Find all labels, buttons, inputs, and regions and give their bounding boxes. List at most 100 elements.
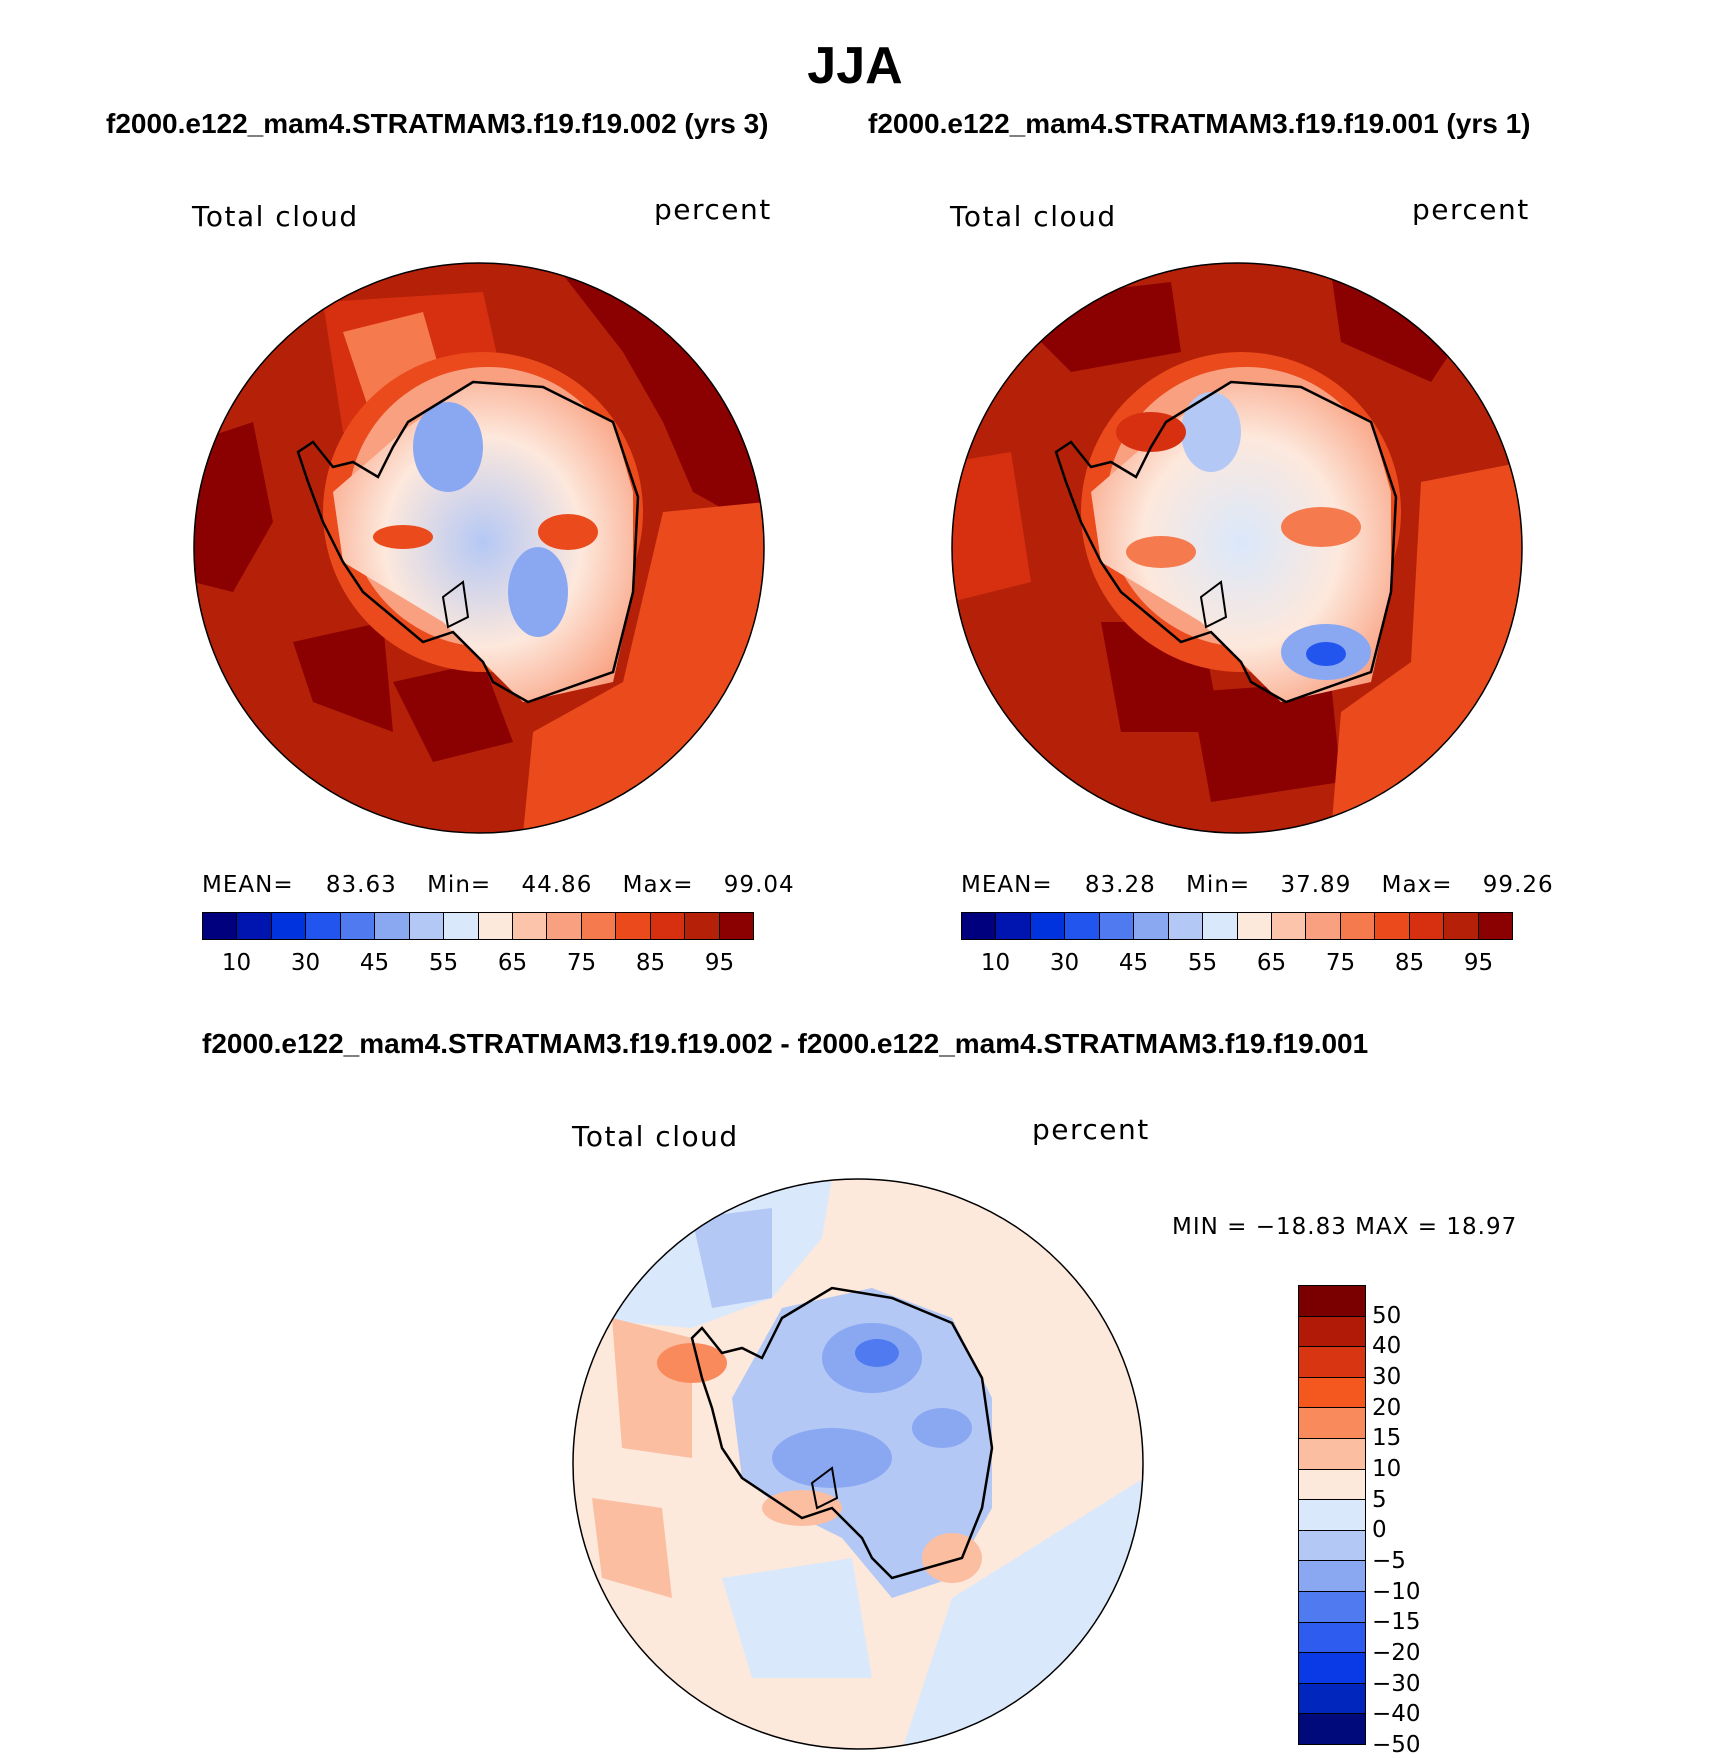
colorbar-swatch	[1340, 913, 1376, 939]
panel1-colorbar-ticks: 10 30 45 55 65 75 85 95	[202, 950, 754, 980]
colorbar-swatch	[1478, 913, 1512, 939]
panel2-map	[951, 262, 1523, 834]
panel2-colorbar	[961, 912, 1513, 940]
colorbar-swatch	[1306, 913, 1341, 939]
colorbar-swatch	[1168, 913, 1204, 939]
colorbar-swatch	[271, 913, 307, 939]
colorbar-swatch	[1203, 913, 1238, 939]
colorbar-swatch	[444, 913, 479, 939]
colorbar-tick-label: 55	[1187, 950, 1218, 976]
colorbar-tick-label: 30	[1049, 950, 1080, 976]
colorbar-tick-label: 50	[1372, 1302, 1402, 1329]
colorbar-tick-label: 30	[290, 950, 321, 976]
colorbar-swatch	[1299, 1683, 1365, 1715]
colorbar-swatch	[581, 913, 617, 939]
colorbar-tick-label: −15	[1372, 1609, 1421, 1636]
colorbar-tick-label: 0	[1372, 1517, 1387, 1544]
panel2-min-value: 37.89	[1280, 872, 1352, 898]
colorbar-swatch	[1299, 1714, 1365, 1744]
colorbar-tick-label: 40	[1372, 1333, 1402, 1360]
panel2-stats: MEAN= 83.28 Min= 37.89 Max= 99.26	[961, 872, 1554, 898]
colorbar-swatch	[237, 913, 272, 939]
panel1-units-label: percent	[654, 193, 772, 226]
panel2-variable-label: Total cloud	[950, 200, 1117, 233]
colorbar-swatch	[1299, 1377, 1365, 1409]
panel1-variable-label: Total cloud	[192, 200, 359, 233]
colorbar-tick-label: −50	[1372, 1732, 1421, 1758]
panel3-units-label: percent	[1032, 1113, 1150, 1146]
colorbar-swatch	[306, 913, 341, 939]
colorbar-swatch	[1237, 913, 1272, 939]
colorbar-swatch	[1065, 913, 1100, 939]
panel2-min-label: Min=	[1186, 872, 1251, 898]
colorbar-swatch	[409, 913, 445, 939]
colorbar-swatch	[375, 913, 410, 939]
colorbar-swatch	[203, 913, 238, 939]
colorbar-tick-label: 20	[1372, 1394, 1402, 1421]
colorbar-swatch	[1444, 913, 1479, 939]
colorbar-tick-label: −30	[1372, 1670, 1421, 1697]
colorbar-tick-label: 5	[1372, 1486, 1387, 1513]
colorbar-tick-label: 10	[980, 950, 1011, 976]
colorbar-swatch	[1299, 1408, 1365, 1439]
colorbar-tick-label: 10	[1372, 1456, 1402, 1482]
colorbar-swatch	[547, 913, 582, 939]
colorbar-swatch	[1299, 1347, 1365, 1378]
colorbar-swatch	[512, 913, 548, 939]
colorbar-swatch	[1375, 913, 1410, 939]
panel3-variable-label: Total cloud	[572, 1120, 739, 1153]
colorbar-swatch	[719, 913, 753, 939]
colorbar-swatch	[1299, 1286, 1365, 1317]
colorbar-tick-label: 85	[1394, 950, 1425, 976]
colorbar-tick-label: 55	[428, 950, 459, 976]
colorbar-tick-label: 45	[359, 950, 390, 976]
colorbar-swatch	[1099, 913, 1135, 939]
colorbar-swatch	[1299, 1438, 1365, 1470]
colorbar-tick-label: 95	[1463, 950, 1494, 976]
colorbar-tick-label: 10	[221, 950, 252, 976]
colorbar-swatch	[650, 913, 686, 939]
panel3-colorbar	[1298, 1285, 1366, 1745]
colorbar-swatch	[1299, 1653, 1365, 1684]
colorbar-swatch	[478, 913, 513, 939]
panel1-colorbar	[202, 912, 754, 940]
page-title: JJA	[807, 37, 903, 95]
colorbar-swatch	[1271, 913, 1307, 939]
colorbar-tick-label: −40	[1372, 1701, 1421, 1728]
colorbar-swatch	[1299, 1530, 1365, 1562]
panel1-min-value: 44.86	[521, 872, 593, 898]
panel1-mean-label: MEAN=	[202, 872, 294, 898]
colorbar-swatch	[1299, 1561, 1365, 1592]
colorbar-swatch	[962, 913, 997, 939]
colorbar-tick-label: 75	[1325, 950, 1356, 976]
colorbar-swatch	[1299, 1591, 1365, 1623]
panel1-stats: MEAN= 83.63 Min= 44.86 Max= 99.04	[202, 872, 795, 898]
colorbar-tick-label: 15	[1372, 1425, 1402, 1452]
colorbar-swatch	[1299, 1500, 1365, 1531]
colorbar-swatch	[616, 913, 651, 939]
panel1-max-label: Max=	[622, 872, 694, 898]
colorbar-tick-label: 65	[497, 950, 528, 976]
colorbar-swatch	[1409, 913, 1445, 939]
colorbar-swatch	[1299, 1469, 1365, 1501]
colorbar-tick-label: −20	[1372, 1640, 1421, 1666]
panel1-subtitle: f2000.e122_mam4.STRATMAM3.f19.f19.002 (y…	[106, 108, 769, 139]
colorbar-tick-label: 95	[704, 950, 735, 976]
colorbar-swatch	[1299, 1622, 1365, 1654]
panel1-map	[193, 262, 765, 834]
colorbar-tick-label: 75	[566, 950, 597, 976]
colorbar-tick-label: −5	[1372, 1548, 1406, 1574]
panel2-max-value: 99.26	[1482, 872, 1554, 898]
panel3-map	[572, 1178, 1144, 1750]
colorbar-tick-label: 65	[1256, 950, 1287, 976]
colorbar-tick-label: 45	[1118, 950, 1149, 976]
panel3-minmax: MIN = −18.83 MAX = 18.97	[1172, 1214, 1518, 1240]
panel1-min-label: Min=	[427, 872, 492, 898]
panel1-mean-value: 83.63	[325, 872, 397, 898]
panel3-colorbar-ticks: 50 40 30 20 15 10 5 0 −5 −10 −15 −20 −30 −40 −50	[1372, 1285, 1452, 1758]
colorbar-tick-label: 85	[635, 950, 666, 976]
colorbar-swatch	[1299, 1316, 1365, 1348]
panel2-units-label: percent	[1412, 193, 1530, 226]
panel3-subtitle: f2000.e122_mam4.STRATMAM3.f19.f19.002 - …	[202, 1028, 1369, 1059]
panel1-max-value: 99.04	[723, 872, 795, 898]
